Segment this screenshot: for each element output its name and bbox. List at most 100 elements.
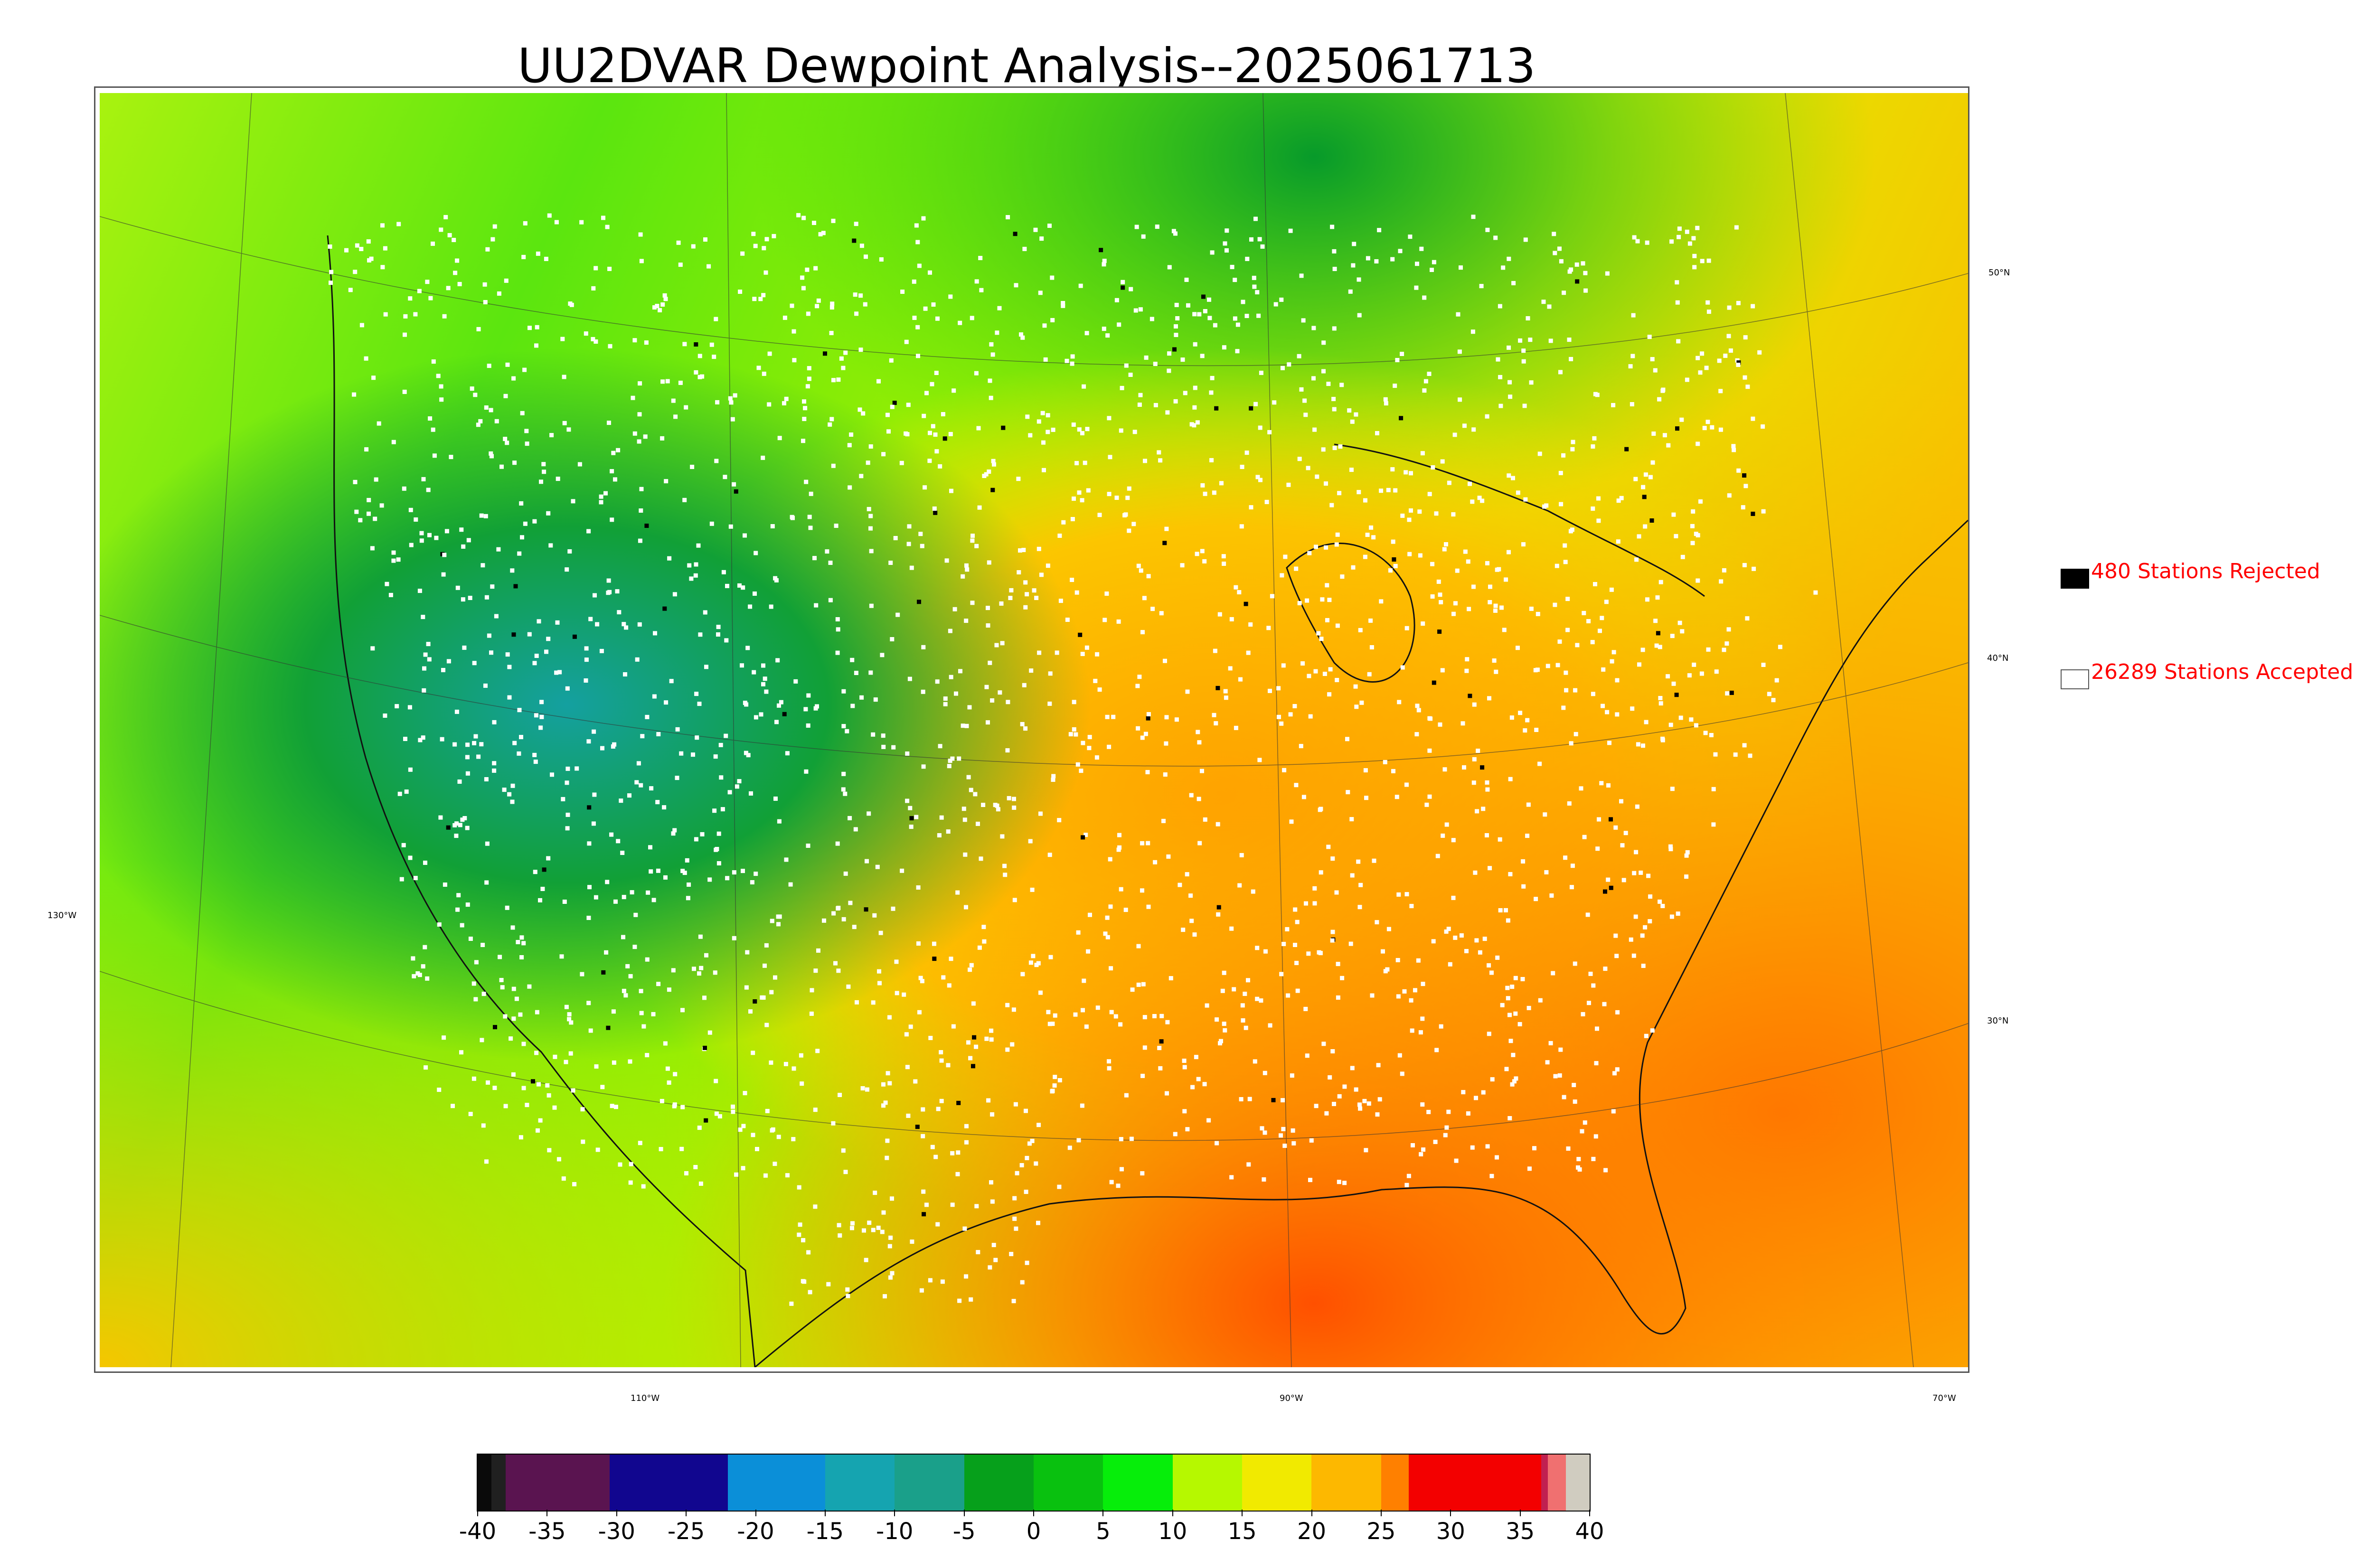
accepted-station-marker	[877, 969, 881, 974]
accepted-station-marker	[1648, 475, 1653, 479]
accepted-station-marker	[1197, 841, 1202, 845]
accepted-station-marker	[419, 531, 424, 535]
accepted-station-marker	[777, 436, 782, 441]
accepted-station-marker	[875, 864, 880, 869]
accepted-station-marker	[905, 432, 910, 437]
accepted-station-marker	[761, 455, 765, 460]
accepted-station-marker	[1080, 652, 1085, 656]
accepted-station-marker	[774, 720, 779, 724]
accepted-station-marker	[483, 300, 488, 304]
accepted-station-marker	[396, 222, 401, 226]
accepted-station-marker	[1666, 443, 1671, 448]
accepted-station-marker	[1727, 493, 1732, 498]
accepted-station-marker	[1146, 841, 1150, 845]
accepted-station-marker	[665, 379, 670, 384]
accepted-station-marker	[611, 1009, 616, 1014]
accepted-station-marker	[727, 790, 732, 795]
accepted-station-marker	[455, 907, 460, 912]
accepted-station-marker	[1658, 580, 1663, 584]
accepted-station-marker	[1038, 291, 1043, 295]
accepted-station-marker	[853, 827, 858, 832]
accepted-station-marker	[586, 529, 591, 534]
accepted-station-marker	[871, 1228, 876, 1232]
chart-title: UU2DVAR Dewpoint Analysis--2025061713	[518, 38, 1536, 94]
accepted-station-marker	[417, 589, 422, 593]
accepted-station-marker	[690, 465, 695, 469]
accepted-station-marker	[829, 305, 834, 310]
accepted-station-marker	[1347, 408, 1352, 413]
accepted-station-marker	[499, 978, 504, 982]
accepted-station-marker	[1658, 696, 1663, 700]
accepted-station-marker	[1635, 239, 1640, 244]
accepted-station-marker	[1246, 650, 1251, 655]
accepted-station-marker	[974, 1204, 979, 1209]
accepted-station-marker	[714, 847, 718, 852]
accepted-station-marker	[479, 742, 484, 747]
accepted-station-marker	[836, 906, 841, 910]
accepted-station-marker	[950, 756, 955, 761]
accepted-station-marker	[485, 841, 490, 846]
accepted-station-marker	[709, 342, 714, 347]
accepted-station-marker	[1072, 700, 1076, 704]
accepted-station-marker	[1400, 352, 1404, 356]
accepted-station-marker	[1167, 265, 1172, 270]
accepted-station-marker	[546, 637, 551, 641]
rejected-station-marker	[511, 632, 516, 637]
accepted-station-marker	[1175, 316, 1180, 320]
accepted-station-marker	[704, 665, 708, 669]
accepted-station-marker	[1634, 557, 1639, 562]
accepted-station-marker	[557, 670, 562, 675]
accepted-station-marker	[1660, 904, 1665, 908]
accepted-station-marker	[905, 798, 910, 803]
accepted-station-marker	[1475, 809, 1479, 814]
accepted-station-marker	[1644, 1033, 1649, 1038]
accepted-station-marker	[1427, 492, 1432, 497]
accepted-station-marker	[533, 870, 537, 874]
accepted-station-marker	[1507, 256, 1511, 261]
accepted-station-marker	[989, 1180, 993, 1185]
accepted-station-marker	[949, 488, 953, 493]
accepted-station-marker	[1388, 568, 1393, 573]
accepted-station-marker	[1582, 835, 1587, 839]
accepted-station-marker	[803, 707, 808, 712]
accepted-station-marker	[1696, 578, 1700, 583]
accepted-station-marker	[1330, 1049, 1335, 1053]
accepted-station-marker	[1726, 334, 1731, 338]
accepted-station-marker	[864, 254, 868, 259]
accepted-station-marker	[1294, 783, 1299, 788]
accepted-station-marker	[484, 880, 489, 885]
accepted-station-marker	[645, 714, 650, 719]
accepted-station-marker	[1336, 995, 1340, 1000]
accepted-station-marker	[490, 237, 495, 242]
accepted-station-marker	[1202, 1082, 1207, 1087]
rejected-station-marker	[694, 342, 698, 347]
accepted-station-marker	[1136, 726, 1140, 731]
accepted-station-marker	[1194, 1055, 1198, 1060]
accepted-station-marker	[792, 358, 797, 363]
accepted-station-marker	[473, 734, 478, 739]
accepted-station-marker	[1354, 412, 1358, 417]
accepted-station-marker	[1409, 904, 1414, 909]
accepted-station-marker	[1687, 673, 1692, 678]
accepted-station-marker	[607, 266, 612, 271]
accepted-station-marker	[1292, 704, 1297, 708]
accepted-station-marker	[1352, 242, 1357, 246]
accepted-station-marker	[1676, 911, 1680, 916]
accepted-station-marker	[1537, 451, 1542, 456]
accepted-station-marker	[1255, 475, 1260, 479]
accepted-station-marker	[1446, 927, 1451, 931]
accepted-station-marker	[981, 925, 986, 930]
accepted-station-marker	[1253, 402, 1258, 406]
accepted-station-marker	[703, 237, 707, 242]
accepted-station-marker	[763, 676, 767, 681]
accepted-station-marker	[1051, 778, 1055, 782]
accepted-station-marker	[1196, 797, 1201, 801]
accepted-station-marker	[1258, 478, 1262, 482]
accepted-station-marker	[1140, 1073, 1145, 1078]
accepted-station-marker	[783, 1061, 788, 1066]
accepted-station-marker	[704, 953, 708, 958]
accepted-station-marker	[891, 906, 895, 911]
accepted-station-marker	[964, 723, 969, 728]
accepted-station-marker	[673, 414, 678, 419]
accepted-station-marker	[427, 533, 432, 537]
